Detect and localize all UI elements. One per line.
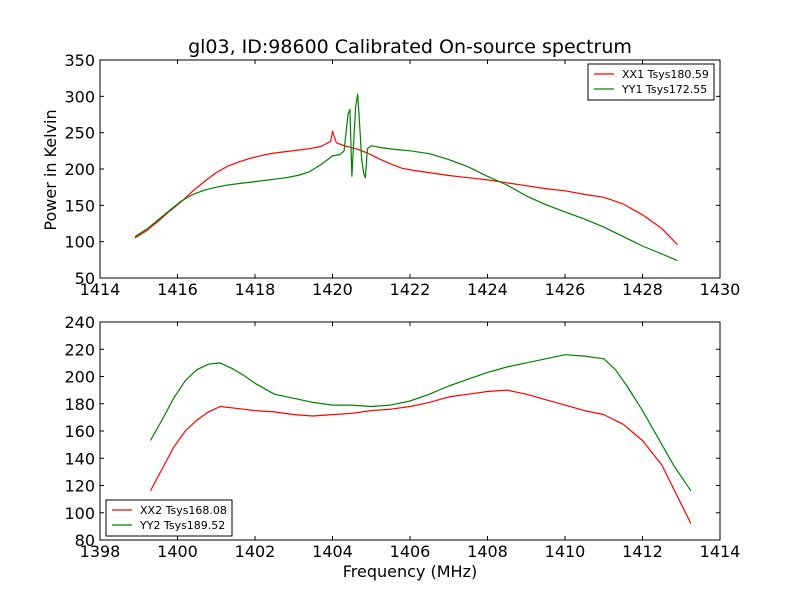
y-axis-label: Power in Kelvin: [41, 109, 60, 230]
panel1-x-tick-label: 1430: [700, 280, 741, 299]
panel1-y-tick-label: 300: [64, 87, 95, 106]
panel1-legend-label-2: YY1 Tsys172.55: [621, 83, 707, 96]
panel2-x-tick-label: 1406: [390, 542, 431, 561]
panel2-legend-box: [105, 499, 233, 537]
panel2-x-tick-label: 1414: [700, 542, 741, 561]
panel1-y-tick-label: 100: [64, 233, 95, 252]
panel2-y-tick-label: 120: [64, 477, 95, 496]
panel2-x-tick-label: 1408: [467, 542, 508, 561]
panel2-y-tick-label: 180: [64, 395, 95, 414]
panel2-series-2-line: [149, 354, 692, 492]
bottom-plot: 1398 1400 1402 1404 1406 1408 1410 1412 1414 80 10…: [64, 313, 740, 561]
panel1-legend-label-1: XX1 Tsys180.59: [622, 68, 709, 81]
x-axis-label: Frequency (MHz): [343, 562, 477, 581]
panel1-series-1-line: [134, 130, 678, 246]
panel2-y-tick-label: 220: [64, 340, 95, 359]
panel2-x-tick-label: 1412: [622, 542, 663, 561]
panel2-x-tick-label: 1410: [545, 542, 586, 561]
panel1-x-tick-label: 1426: [545, 280, 586, 299]
panel2-series-1-line: [149, 389, 692, 524]
panel2-y-tick-label: 160: [64, 422, 95, 441]
chart-title: gl03, ID:98600 Calibrated On-source spec…: [188, 36, 632, 58]
panel1-legend-box: [587, 63, 715, 101]
panel1-y-tick-label: 250: [64, 124, 95, 143]
panel2-y-tick-label: 140: [64, 449, 95, 468]
panel1-x-tick-label: 1422: [390, 280, 431, 299]
panel1-y-tick-label: 350: [64, 51, 95, 70]
panel2-x-tick-label: 1398: [80, 542, 121, 561]
panel2-legend-label-2: YY2 Tsys189.52: [139, 519, 225, 532]
panel1-y-tick-label: 200: [64, 160, 95, 179]
panel2-y-tick-label: 240: [64, 313, 95, 332]
panel2-y-tick-label: 100: [64, 504, 95, 523]
panel2-x-tick-label: 1402: [235, 542, 276, 561]
panel1-x-tick-label: 1420: [312, 280, 353, 299]
panel2-x-tick-label: 1400: [157, 542, 198, 561]
panel1-x-tick-label: 1416: [157, 280, 198, 299]
panel1-y-tick-label: 150: [64, 196, 95, 215]
panel1-x-tick-label: 1424: [467, 280, 508, 299]
panel1-x-tick-label: 1428: [622, 280, 663, 299]
panel1-x-tick-label: 1414: [80, 280, 121, 299]
panel1-x-tick-label: 1418: [235, 280, 276, 299]
panel2-x-tick-label: 1404: [312, 542, 353, 561]
panel2-legend-label-1: XX2 Tsys168.08: [140, 504, 227, 517]
top-plot: 1414 1416 1418 1420 1422 1424 1426 1428 1430 50 10…: [64, 51, 740, 299]
panel2-y-tick-label: 80: [75, 531, 95, 550]
panel1-y-tick-label: 50: [75, 269, 95, 288]
panel1-series-2-line: [134, 93, 678, 262]
panel2-y-tick-label: 200: [64, 368, 95, 387]
